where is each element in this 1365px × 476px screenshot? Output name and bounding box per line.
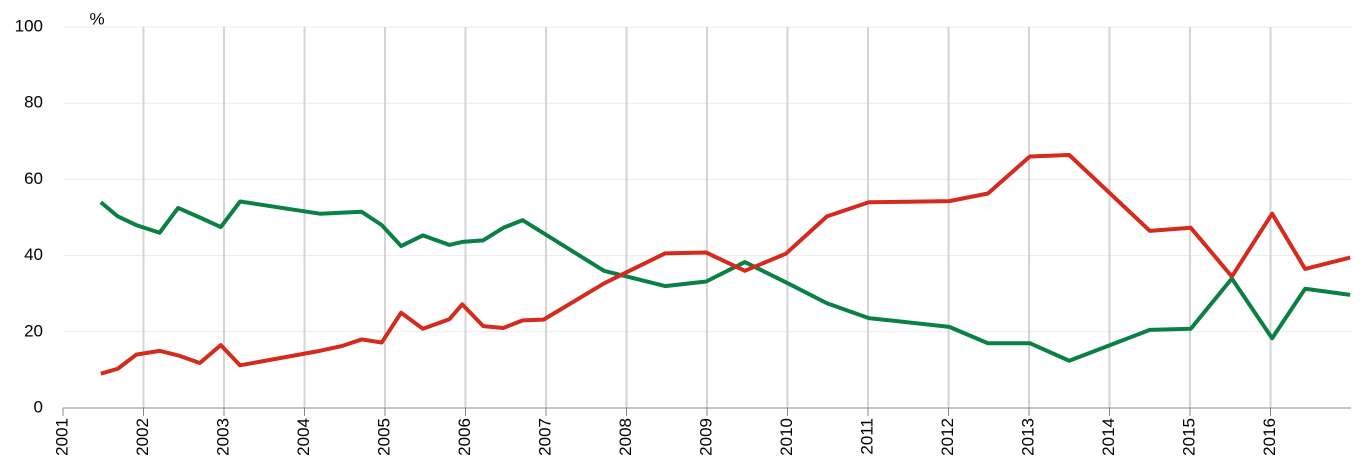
line-series — [100, 153, 1351, 376]
x-tick-label: 2003 — [213, 418, 232, 456]
y-tick-label: 100 — [15, 16, 43, 35]
x-tick-label: 2012 — [938, 418, 957, 456]
x-tick-label: 2008 — [616, 418, 635, 456]
y-axis-label: % — [89, 9, 104, 28]
y-tick-label: 80 — [24, 93, 43, 112]
line-series — [99, 199, 1351, 363]
x-tick-label: 2002 — [133, 418, 152, 456]
x-tick-label: 2004 — [294, 418, 313, 456]
x-tick-label: 2006 — [455, 418, 474, 456]
x-tick-label: 2009 — [696, 418, 715, 456]
y-tick-label: 60 — [24, 169, 43, 188]
x-tick-label: 2001 — [52, 418, 71, 456]
y-tick-label: 0 — [34, 397, 43, 416]
y-tick-label: 40 — [24, 245, 43, 264]
y-tick-label: 20 — [24, 321, 43, 340]
x-tick-label: 2010 — [777, 418, 796, 456]
x-tick-label: 2007 — [535, 418, 554, 456]
x-tick-label: 2005 — [374, 418, 393, 456]
x-tick-label: 2016 — [1260, 418, 1279, 456]
x-tick-label: 2015 — [1179, 418, 1198, 456]
x-tick-label: 2014 — [1099, 418, 1118, 456]
x-tick-label: 2013 — [1018, 418, 1037, 456]
x-tick-label: 2011 — [857, 418, 876, 455]
